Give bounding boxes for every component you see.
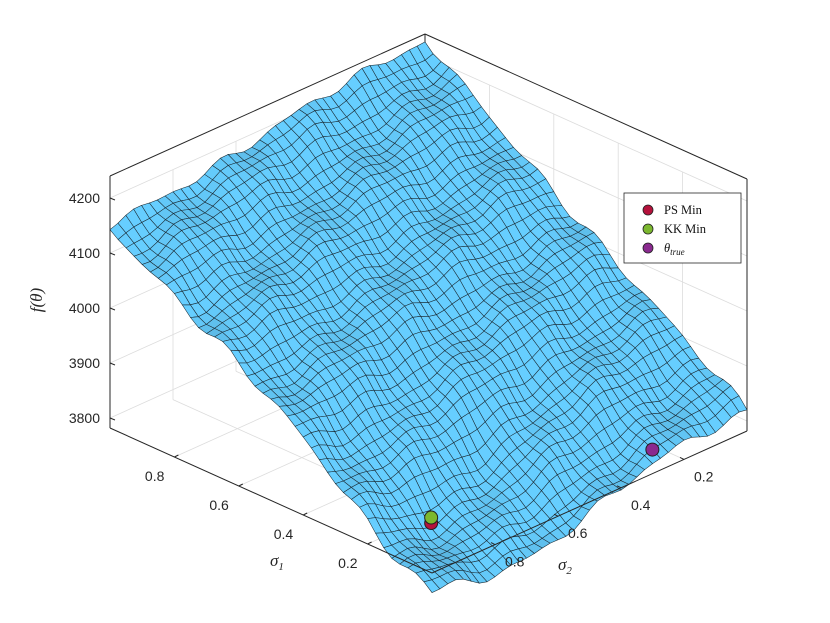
box-edge: [109, 427, 433, 574]
box-edge: [431, 430, 748, 574]
y-tick-mark: [679, 456, 685, 460]
x-axis-label: σ1: [270, 551, 284, 573]
z-tick-label: 4100: [69, 245, 100, 261]
y-tick-mark: [616, 485, 622, 489]
z-tick-mark: [109, 197, 116, 201]
z-axis-label: f(θ): [27, 287, 46, 312]
z-tick-mark: [109, 252, 116, 256]
x-tick-label: 0.4: [274, 526, 294, 542]
y-tick-mark: [490, 542, 496, 546]
legend-label-theta-true: θtrue: [664, 241, 685, 257]
z-tick-label: 3900: [69, 355, 100, 371]
data-markers: [424, 442, 660, 531]
legend-label-ps-min: PS Min: [664, 203, 703, 217]
tick-labels: 3800 3900 4000 4100 4200 0.2 0.4 0.6 0.8 0.2 0.4 0.…: [69, 190, 714, 571]
surface-patch: [423, 579, 441, 593]
y-tick-label: 0.2: [694, 468, 714, 484]
marker-kk-min: [424, 510, 439, 525]
z-tick-mark: [109, 307, 116, 311]
legend-label-kk-min: KK Min: [664, 222, 707, 236]
legend-marker-kk-min: [642, 223, 654, 235]
x-tick-label: 0.2: [338, 555, 358, 571]
x-tick-label: 0.8: [145, 468, 165, 484]
box-edge: [109, 33, 426, 177]
y-tick-label: 0.6: [568, 525, 588, 541]
x-tick-label: 0.6: [209, 497, 229, 513]
x-tick-mark: [367, 541, 372, 545]
y-axis-label: σ2: [558, 555, 572, 577]
box-edge: [424, 33, 748, 180]
y-tick-mark: [553, 513, 559, 517]
x-tick-mark: [302, 512, 308, 516]
x-tick-mark: [238, 483, 244, 487]
grid-line-z: [424, 55, 748, 202]
legend: PS Min KK Min θtrue: [623, 192, 742, 264]
marker-theta-true: [645, 442, 660, 457]
y-tick-label: 0.4: [631, 497, 651, 513]
z-tick-mark: [109, 362, 116, 366]
legend-marker-theta-true: [642, 242, 654, 254]
z-tick-label: 4200: [69, 190, 100, 206]
legend-marker-ps-min: [642, 204, 654, 216]
surface: [109, 41, 748, 593]
z-tick-label: 4000: [69, 300, 100, 316]
z-tick-label: 3800: [69, 410, 100, 426]
x-tick-mark: [174, 454, 179, 458]
y-tick-label: 0.8: [505, 554, 525, 570]
z-tick-mark: [109, 417, 116, 421]
axes-box-front: [109, 198, 748, 574]
